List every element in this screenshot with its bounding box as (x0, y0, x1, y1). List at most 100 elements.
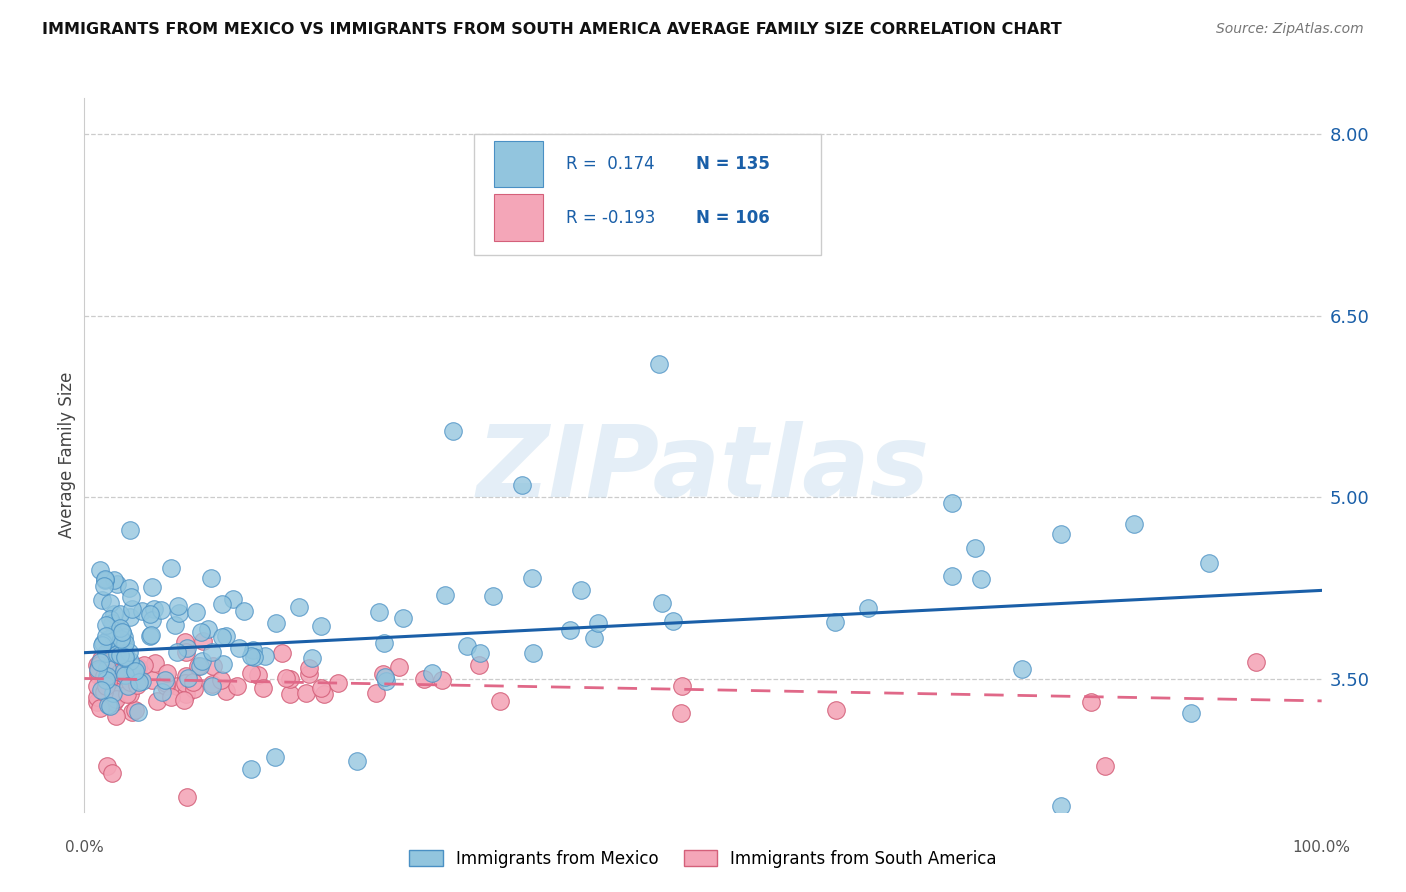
Point (100, 694, 122, 708)
Point (94, 646, 117, 660)
Point (111, 681, 134, 695)
Point (93, 685, 115, 699)
Point (97, 676, 120, 690)
Point (111, 625, 134, 640)
Point (103, 653, 125, 667)
Point (541, 212, 564, 227)
Point (373, 666, 395, 681)
Point (221, 591, 243, 606)
Point (166, 645, 188, 659)
Point (242, 642, 264, 657)
Point (420, 665, 443, 680)
Point (232, 604, 254, 618)
Point (963, 541, 986, 556)
Point (166, 599, 188, 614)
Point (115, 687, 138, 701)
Point (176, 790, 198, 805)
Point (103, 695, 125, 709)
Point (98, 698, 121, 713)
Point (824, 703, 846, 717)
Point (456, 640, 478, 654)
Point (118, 666, 141, 681)
Point (298, 666, 321, 681)
Point (103, 627, 125, 641)
Point (86, 680, 108, 694)
Point (114, 663, 136, 677)
Point (91, 676, 114, 690)
Point (121, 659, 143, 673)
Point (201, 658, 224, 673)
Point (1198, 557, 1220, 571)
Point (558, 623, 581, 637)
Point (176, 640, 198, 655)
Point (131, 604, 153, 618)
Text: ZIPatlas: ZIPatlas (477, 421, 929, 517)
Point (108, 621, 131, 635)
Point (309, 619, 332, 633)
Point (105, 577, 128, 591)
Point (127, 705, 149, 719)
Point (108, 665, 131, 679)
Point (166, 679, 188, 693)
Point (139, 629, 162, 643)
Point (139, 607, 162, 621)
Point (201, 680, 224, 694)
Text: IMMIGRANTS FROM MEXICO VS IMMIGRANTS FROM SOUTH AMERICA AVERAGE FAMILY SIZE CORR: IMMIGRANTS FROM MEXICO VS IMMIGRANTS FRO… (42, 22, 1062, 37)
Point (368, 605, 391, 619)
Point (110, 668, 132, 682)
Point (239, 763, 262, 777)
Point (131, 673, 153, 688)
Point (824, 615, 846, 630)
Point (373, 635, 395, 649)
Point (94, 646, 117, 660)
Point (482, 590, 505, 604)
Point (1122, 516, 1144, 531)
Text: N = 135: N = 135 (696, 155, 769, 173)
Point (90, 657, 112, 672)
Point (114, 646, 136, 660)
Point (94, 629, 117, 643)
Point (114, 636, 136, 650)
Point (97, 632, 120, 647)
Point (648, 357, 671, 371)
Point (413, 672, 436, 686)
Point (104, 709, 127, 723)
Point (941, 496, 963, 510)
Point (163, 617, 186, 632)
Point (110, 648, 132, 662)
Point (141, 580, 163, 594)
Point (583, 631, 606, 645)
Point (127, 659, 149, 673)
Point (190, 625, 212, 640)
Point (94, 572, 117, 586)
Point (441, 424, 464, 438)
Point (89, 664, 111, 678)
Point (90, 652, 112, 666)
Point (211, 597, 233, 611)
Point (243, 649, 266, 664)
Point (651, 596, 673, 610)
Point (1050, 527, 1073, 541)
Point (118, 687, 141, 701)
Point (132, 657, 155, 672)
Point (124, 703, 146, 717)
Point (125, 660, 148, 674)
Point (141, 673, 163, 687)
Point (188, 658, 211, 673)
Point (89, 655, 111, 669)
Point (117, 679, 139, 693)
Point (520, 571, 543, 585)
Point (124, 664, 146, 678)
Point (115, 662, 138, 676)
Point (174, 687, 197, 701)
Point (143, 656, 166, 670)
Point (215, 629, 238, 643)
Point (89, 563, 111, 577)
Point (156, 666, 179, 681)
Point (96, 618, 118, 632)
Point (434, 588, 457, 602)
Point (488, 694, 510, 708)
Point (211, 631, 233, 645)
Point (1094, 758, 1116, 772)
Point (270, 646, 292, 660)
